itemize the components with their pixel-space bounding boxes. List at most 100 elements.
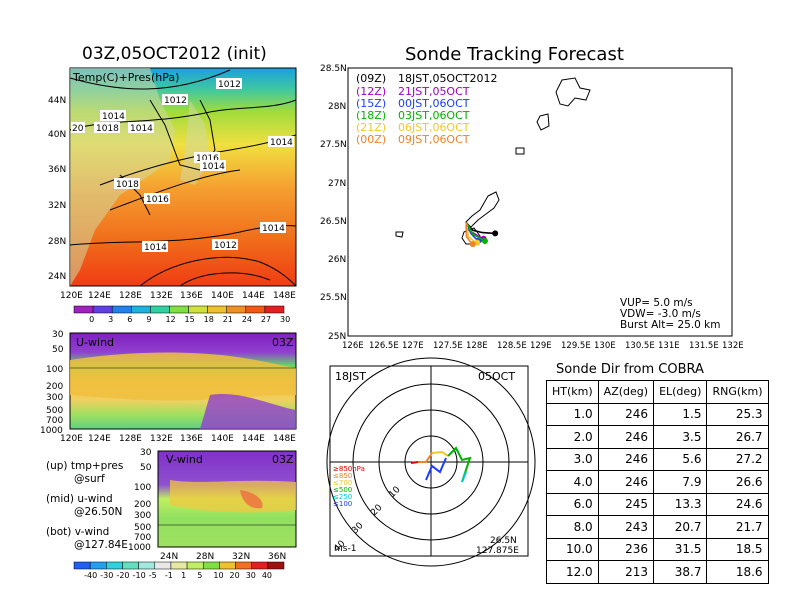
- svg-text:129E: 129E: [530, 341, 552, 351]
- left-title: 03Z,05OCT2012 (init): [82, 44, 267, 64]
- level-label: ≤250: [333, 493, 352, 501]
- colorbar-swatch: [170, 561, 188, 570]
- level-label: ≤700: [333, 479, 352, 487]
- colorbar-swatch: [202, 561, 220, 570]
- vwind-time: 03Z: [272, 453, 294, 466]
- svg-text:24N: 24N: [160, 552, 178, 562]
- svg-text:30: 30: [52, 330, 64, 340]
- isobar-label: 1018: [96, 124, 119, 134]
- colorbar-swatch: [188, 305, 208, 314]
- table-cell: 27.2: [706, 447, 769, 471]
- colorbar-swatch: [219, 561, 236, 570]
- svg-text:120E: 120E: [60, 291, 83, 301]
- uwind-time: 03Z: [272, 336, 294, 349]
- table-cell: 20.7: [653, 515, 708, 539]
- colorbar-tick: 0: [89, 315, 94, 324]
- track-endpoint: [492, 230, 499, 237]
- colorbar-swatch: [106, 561, 123, 570]
- colorbar-swatch: [264, 305, 285, 314]
- hodograph-segment: [425, 457, 447, 481]
- legend-text: 21JST,05OCT: [398, 85, 470, 98]
- table-cell: 243: [597, 515, 655, 539]
- polar-lat: 26.5N: [490, 536, 517, 546]
- level-label: ≤500: [333, 486, 352, 494]
- colorbar-tick: 24: [242, 315, 252, 324]
- svg-text:100: 100: [134, 483, 151, 493]
- svg-text:27.5N: 27.5N: [320, 140, 347, 150]
- isobar-label: 1014: [102, 112, 125, 122]
- burst-text: Burst Alt= 25.0 km: [620, 319, 720, 331]
- svg-text:28N: 28N: [328, 102, 346, 112]
- track-endpoint: [481, 238, 488, 245]
- table-cell: 4.0: [546, 470, 599, 494]
- hodograph-segment: [418, 452, 433, 463]
- svg-text:131.5E: 131.5E: [689, 341, 719, 351]
- colorbar-swatch: [89, 561, 107, 570]
- isobar-label: 1014: [144, 243, 167, 253]
- colorbar-swatch: [73, 305, 94, 314]
- svg-text:44N: 44N: [48, 96, 66, 106]
- isobar-label: 1012: [164, 96, 187, 106]
- table-cell: 26.7: [706, 425, 769, 449]
- legend-code: (18Z): [356, 109, 386, 122]
- svg-text:124E: 124E: [88, 434, 111, 444]
- colorbar-swatch: [169, 305, 189, 314]
- colorbar-tick: 5: [197, 571, 202, 580]
- table-cell: 245: [597, 492, 655, 516]
- svg-text:25.5N: 25.5N: [320, 293, 347, 303]
- legend-text: 09JST,06OCT: [398, 133, 470, 146]
- legend-text: 03JST,06OCT: [398, 109, 470, 122]
- isobar-label: 1012: [214, 241, 237, 251]
- table-row: 12.0 213 38.7 18.6: [546, 560, 769, 584]
- svg-text:500: 500: [134, 523, 151, 533]
- table-header-row: HT(km) AZ(deg) EL(deg) RNG(km): [546, 380, 769, 404]
- colorbar-tick: -20: [116, 571, 129, 580]
- colorbar-swatch: [150, 305, 170, 314]
- isobar-label: 1018: [116, 180, 139, 190]
- legend-text: 00JST,06OCT: [398, 97, 470, 110]
- table-cell: 1.5: [653, 402, 708, 426]
- table-cell: 213: [597, 560, 655, 584]
- svg-text:120E: 120E: [60, 434, 83, 444]
- isobar-label: 1012: [218, 80, 241, 90]
- colorbar-swatch: [186, 561, 204, 570]
- colorbar-swatch: [235, 561, 252, 570]
- col-header: RNG(km): [706, 380, 769, 404]
- table-cell: 18.6: [706, 560, 769, 584]
- table-cell: 21.7: [706, 515, 769, 539]
- uwind-panel: U-wind 03Z: [69, 332, 297, 430]
- svg-text:26N: 26N: [328, 255, 346, 265]
- svg-text:300: 300: [46, 393, 63, 403]
- svg-text:136E: 136E: [180, 291, 203, 301]
- colorbar-swatch: [138, 561, 156, 570]
- table-cell: 24.6: [706, 492, 769, 516]
- svg-text:144E: 144E: [242, 434, 265, 444]
- svg-text:28.5N: 28.5N: [320, 64, 347, 74]
- svg-text:130.5E: 130.5E: [625, 341, 655, 351]
- svg-text:128.5E: 128.5E: [497, 341, 527, 351]
- table-row: 4.0 246 7.9 26.6: [546, 470, 769, 494]
- table-cell: 6.0: [546, 492, 599, 516]
- vwind-lat-axis: 24N 28N 32N 36N: [160, 552, 286, 562]
- table-cell: 31.5: [653, 537, 708, 561]
- colorbar-tick: 30: [280, 315, 290, 324]
- right-title: Sonde Tracking Forecast: [405, 44, 624, 65]
- svg-text:132E: 132E: [150, 291, 173, 301]
- track-endpoint: [469, 241, 476, 248]
- colorbar-tick: 12: [165, 315, 175, 324]
- svg-text:130E: 130E: [594, 341, 616, 351]
- svg-text:25N: 25N: [328, 332, 346, 342]
- svg-text:126E: 126E: [342, 341, 364, 351]
- table-cell: 1.0: [546, 402, 599, 426]
- colorbar-tick: 18: [204, 315, 214, 324]
- svg-text:128E: 128E: [119, 434, 142, 444]
- colorbar-tick: 30: [246, 571, 256, 580]
- table-cell: 25.3: [706, 402, 769, 426]
- colorbar-swatch: [207, 305, 227, 314]
- svg-text:100: 100: [46, 365, 63, 375]
- svg-text:500: 500: [46, 406, 63, 416]
- temp-pres-map: 1012 1012 1014 1018 1014 20 1014 1016 10…: [69, 67, 297, 287]
- isobar-label: 1014: [270, 138, 293, 148]
- colorbar-swatch: [73, 561, 91, 570]
